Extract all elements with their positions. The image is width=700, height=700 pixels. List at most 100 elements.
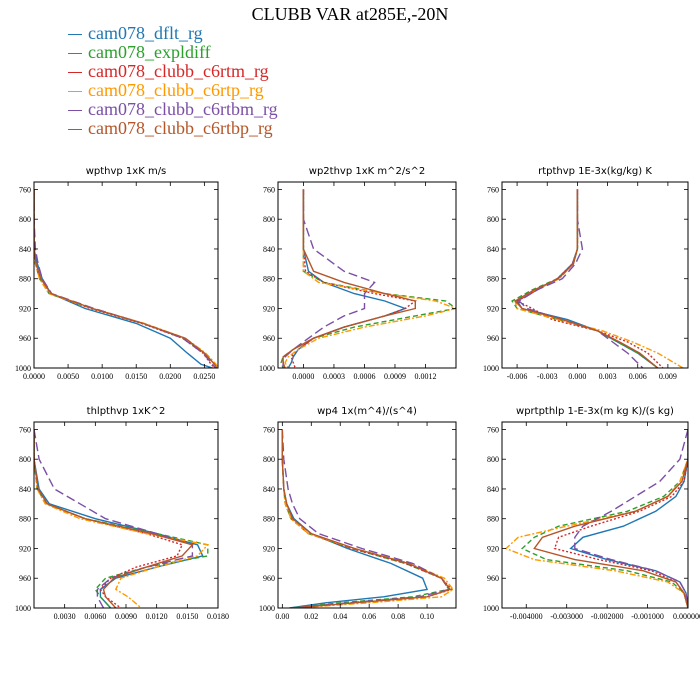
x-tick-label: -0.001000 bbox=[631, 612, 664, 621]
y-tick-label: 840 bbox=[487, 485, 499, 494]
y-tick-label: 920 bbox=[487, 304, 499, 313]
panel-title: rtpthvp 1E-3x(kg/kg) K bbox=[538, 166, 652, 177]
series-line bbox=[281, 429, 452, 608]
panel-frame bbox=[277, 181, 457, 369]
y-tick-label: 840 bbox=[487, 245, 499, 254]
series-line bbox=[511, 189, 659, 368]
series-line bbox=[516, 189, 659, 368]
series-line bbox=[574, 429, 688, 608]
y-tick-label: 840 bbox=[263, 485, 275, 494]
x-tick-label: 0.08 bbox=[391, 612, 405, 621]
panel-3: rtpthvp 1E-3x(kg/kg) K 760 800 840 880 920 960… bbox=[483, 166, 689, 381]
legend-entry: cam078_clubb_c6rtbp_rg bbox=[68, 119, 278, 138]
x-tick-label: 0.0050 bbox=[57, 372, 79, 381]
y-tick-label: 960 bbox=[263, 574, 275, 583]
legend-entry: cam078_clubb_c6rtm_rg bbox=[68, 62, 278, 81]
figure-title: CLUBB VAR at285E,-20N bbox=[251, 4, 449, 24]
x-tick-label: 0.0006 bbox=[353, 372, 375, 381]
series-line bbox=[34, 189, 218, 368]
x-tick-label: 0.0100 bbox=[91, 372, 113, 381]
panel-6: wprtpthlp 1-E-3x(m kg K)/(s kg) 760 800 840… bbox=[483, 406, 700, 621]
y-tick-label: 960 bbox=[263, 334, 275, 343]
legend-label: cam078_clubb_c6rtbp_rg bbox=[88, 118, 273, 138]
x-tick-label: 0.02 bbox=[304, 612, 318, 621]
series-line bbox=[34, 429, 194, 608]
y-tick-label: 920 bbox=[263, 544, 275, 553]
y-tick-label: 1000 bbox=[15, 604, 31, 613]
series-line bbox=[517, 189, 644, 368]
x-tick-label: 0.06 bbox=[362, 612, 376, 621]
x-tick-label: 0.0180 bbox=[207, 612, 229, 621]
y-tick-label: 800 bbox=[19, 455, 31, 464]
series-line bbox=[34, 429, 209, 608]
series-line bbox=[34, 189, 213, 368]
y-tick-label: 880 bbox=[19, 275, 31, 284]
y-tick-label: 800 bbox=[487, 455, 499, 464]
y-tick-label: 920 bbox=[487, 544, 499, 553]
y-tick-label: 1000 bbox=[259, 604, 275, 613]
x-tick-label: 0.009 bbox=[659, 372, 677, 381]
x-tick-label: 0.0009 bbox=[384, 372, 406, 381]
y-tick-label: 760 bbox=[487, 425, 499, 434]
series-line bbox=[513, 189, 659, 368]
y-tick-label: 760 bbox=[263, 425, 275, 434]
series-line bbox=[287, 189, 408, 368]
series-line bbox=[34, 429, 210, 608]
y-tick-label: 960 bbox=[19, 574, 31, 583]
x-tick-label: -0.004000 bbox=[510, 612, 543, 621]
y-tick-label: 840 bbox=[19, 245, 31, 254]
series-line bbox=[515, 189, 664, 368]
y-tick-label: 960 bbox=[19, 334, 31, 343]
legend-entry: cam078_clubb_c6rtbm_rg bbox=[68, 100, 278, 119]
x-tick-label: 0.003 bbox=[599, 372, 617, 381]
x-tick-label: 0.000000 bbox=[673, 612, 700, 621]
panel-4: thlpthvp 1xK^2 760 800 840 880 920 960 1000 0.00… bbox=[15, 406, 229, 621]
x-tick-label: 0.0000 bbox=[23, 372, 45, 381]
y-tick-label: 800 bbox=[263, 455, 275, 464]
series-line bbox=[282, 189, 376, 368]
legend-entry: cam078_clubb_c6rtp_rg bbox=[68, 81, 278, 100]
series-line bbox=[281, 429, 455, 608]
y-tick-label: 920 bbox=[19, 544, 31, 553]
x-tick-label: 0.0060 bbox=[84, 612, 106, 621]
x-tick-label: -0.003000 bbox=[550, 612, 583, 621]
series-line bbox=[514, 189, 684, 368]
y-tick-label: 800 bbox=[487, 215, 499, 224]
series-line bbox=[284, 189, 456, 368]
y-tick-label: 880 bbox=[487, 275, 499, 284]
x-tick-label: 0.000 bbox=[568, 372, 586, 381]
panel-2: wp2thvp 1xK m^2/s^2 760 800 840 880 920 960 100… bbox=[259, 166, 457, 381]
legend-label: cam078_dflt_rg bbox=[88, 23, 203, 43]
legend-swatch bbox=[68, 129, 82, 131]
series-line bbox=[533, 429, 688, 608]
panel-5: wp4 1x(m^4)/(s^4)76080084088092096010000… bbox=[259, 406, 457, 621]
x-tick-label: 0.10 bbox=[420, 612, 434, 621]
y-tick-label: 880 bbox=[487, 515, 499, 524]
legend-swatch bbox=[68, 34, 82, 36]
legend-label: cam078_expldiff bbox=[88, 42, 211, 62]
x-tick-label: 0.0012 bbox=[414, 372, 436, 381]
series-line bbox=[34, 429, 194, 608]
x-tick-label: 0.00 bbox=[275, 612, 289, 621]
x-tick-label: 0.0090 bbox=[115, 612, 137, 621]
y-tick-label: 880 bbox=[263, 515, 275, 524]
panel-title: wp4 1x(m^4)/(s^4) bbox=[317, 406, 417, 417]
x-tick-label: 0.0250 bbox=[193, 372, 215, 381]
x-tick-label: 0.0150 bbox=[125, 372, 147, 381]
panel-title: wprtpthlp 1-E-3x(m kg K)/(s kg) bbox=[516, 406, 674, 417]
panel-frame bbox=[33, 181, 219, 369]
y-tick-label: 1000 bbox=[259, 364, 275, 373]
y-tick-label: 960 bbox=[487, 574, 499, 583]
legend-swatch bbox=[68, 53, 82, 55]
legend-entry: cam078_expldiff bbox=[68, 43, 278, 62]
x-tick-label: 0.0120 bbox=[146, 612, 168, 621]
x-tick-label: -0.003 bbox=[537, 372, 558, 381]
y-tick-label: 800 bbox=[19, 215, 31, 224]
panel-frame bbox=[33, 421, 219, 609]
y-tick-label: 840 bbox=[263, 245, 275, 254]
y-tick-label: 920 bbox=[19, 304, 31, 313]
panel-title: wpthvp 1xK m/s bbox=[86, 166, 167, 177]
x-tick-label: 0.0003 bbox=[323, 372, 345, 381]
x-tick-label: 0.0200 bbox=[159, 372, 181, 381]
